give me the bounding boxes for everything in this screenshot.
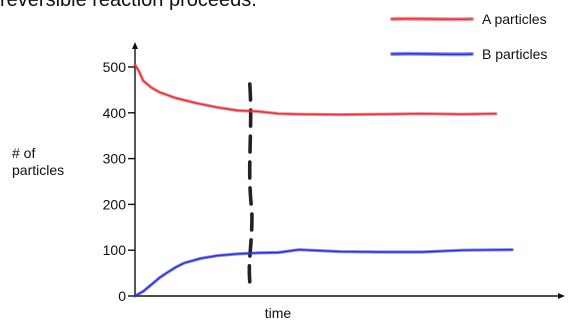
y-tick-label: 0	[118, 288, 126, 304]
equilibrium-dashed-line	[247, 82, 254, 284]
equilibrium-marker	[247, 82, 254, 284]
series-line	[134, 248, 513, 297]
legend-swatch	[391, 52, 473, 56]
axes	[132, 42, 565, 299]
legend: A particles B particles	[390, 11, 547, 62]
y-tick-label: 500	[103, 59, 127, 75]
series-line-glow	[133, 248, 514, 298]
series-lines	[133, 63, 514, 298]
x-axis-label: time	[265, 305, 292, 320]
series-line	[134, 63, 497, 116]
y-axis-arrow	[132, 42, 138, 49]
caption-text: reversible reaction proceeds.	[0, 0, 257, 11]
y-tick-label: 400	[103, 105, 127, 121]
y-ticks: 0 100 200 300 400 500	[103, 59, 135, 304]
series-line-glow	[133, 63, 498, 117]
x-axis-arrow	[558, 293, 565, 299]
legend-label: B particles	[482, 46, 547, 62]
y-tick-label: 200	[103, 196, 127, 212]
legend-swatch	[391, 17, 473, 21]
y-axis-label-line: # of	[12, 145, 35, 161]
legend-label: A particles	[482, 11, 547, 27]
y-tick-label: 300	[103, 151, 127, 167]
y-axis-label-line: particles	[12, 162, 64, 178]
y-tick-label: 100	[103, 242, 127, 258]
